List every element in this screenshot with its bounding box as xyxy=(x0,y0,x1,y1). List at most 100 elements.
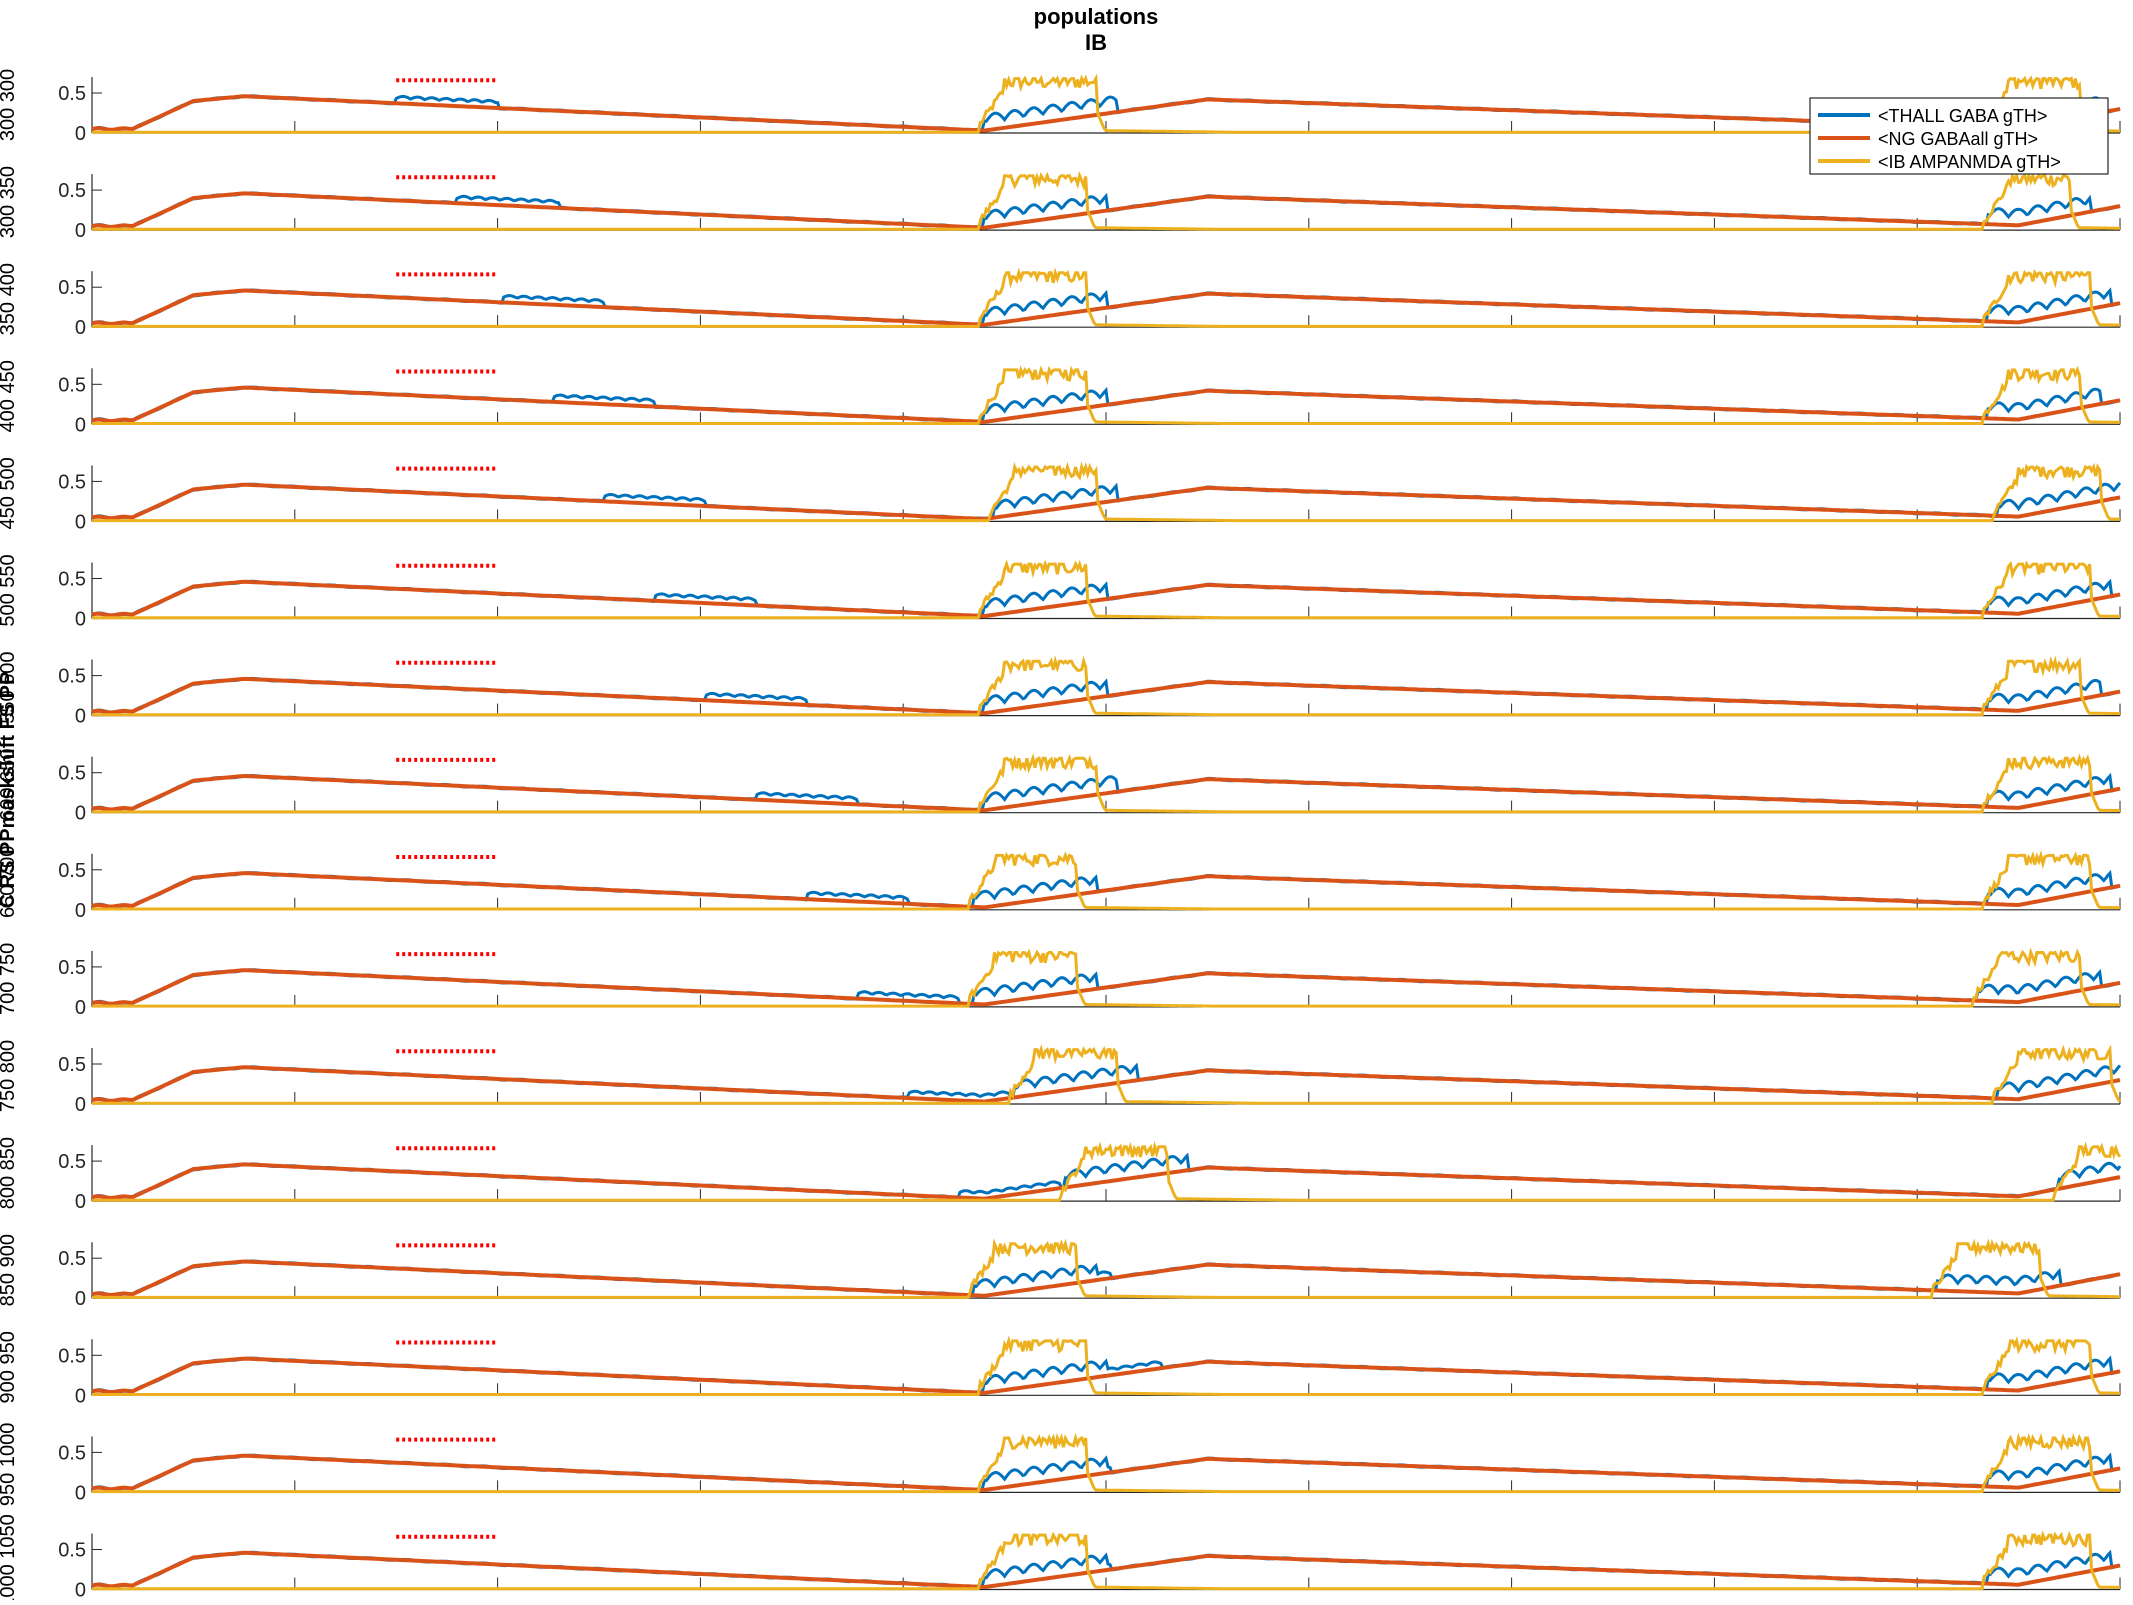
panel-12: 0 0.5 800 850 xyxy=(0,1137,2122,1213)
panel-row-label: 350 400 xyxy=(0,263,19,335)
panel-row-label: 700 750 xyxy=(0,943,19,1015)
y-tick-label: 0.5 xyxy=(58,763,86,785)
panels-group: 0 0.5 300 300 0 0.5 300 350 0 0.5 350 400 0 0.5 400… xyxy=(0,69,2133,1605)
series-line-ib-ampanmda xyxy=(92,1238,2120,1299)
series-line-ng-gabaall xyxy=(91,191,2121,230)
legend-label: <THALL GABA gTH> xyxy=(1878,106,2047,126)
panel-15: 0 0.5 950 1000 xyxy=(0,1423,2121,1506)
y-tick-label: 0 xyxy=(75,997,86,1019)
panel-row-label: 1000 1050 xyxy=(0,1514,19,1600)
panel-14: 0 0.5 900 950 xyxy=(0,1331,2121,1407)
y-tick-label: 0 xyxy=(75,609,86,631)
y-tick-label: 0 xyxy=(75,1094,86,1116)
y-tick-label: 0.5 xyxy=(58,83,86,105)
y-tick-label: 0 xyxy=(75,511,86,533)
panel-row-label: 800 850 xyxy=(0,1137,19,1209)
y-tick-label: 0.5 xyxy=(58,1248,86,1270)
series-line-ng-gabaall xyxy=(91,1065,2121,1104)
panel-5: 0 0.5 450 500 xyxy=(0,457,2122,533)
panel-row-label: 550 600 xyxy=(0,651,19,723)
y-tick-label: 0 xyxy=(75,123,86,145)
legend: <THALL GABA gTH> <NG GABAall gTH> <IB AMPA… xyxy=(1809,97,2109,175)
panel-2: 0 0.5 300 350 xyxy=(0,166,2121,242)
series-line-ib-ampanmda xyxy=(92,73,2120,134)
series-line-ib-ampanmda xyxy=(92,655,2120,717)
legend-label: <NG GABAall gTH> xyxy=(1878,129,2038,149)
series-line-ib-ampanmda xyxy=(92,461,2120,523)
y-tick-label: 0 xyxy=(75,1385,86,1407)
series-line-ib-ampanmda xyxy=(92,1432,2121,1494)
chart-title-line2: IB xyxy=(1085,30,1107,55)
y-tick-label: 0.5 xyxy=(58,1540,86,1562)
y-tick-label: 0 xyxy=(75,414,86,436)
y-tick-label: 0.5 xyxy=(58,374,86,396)
panel-4: 0 0.5 400 450 xyxy=(0,360,2121,436)
series-line-ng-gabaall xyxy=(91,871,2121,910)
panel-row-label: 850 900 xyxy=(0,1234,19,1306)
y-tick-label: 0 xyxy=(75,1482,86,1504)
y-tick-label: 0.5 xyxy=(58,666,86,688)
y-tick-label: 0.5 xyxy=(58,1054,86,1076)
panel-1: 0 0.5 300 300 xyxy=(0,69,2121,145)
y-tick-label: 0 xyxy=(75,706,86,728)
panel-row-label: 450 500 xyxy=(0,457,19,529)
panel-13: 0 0.5 850 900 xyxy=(0,1234,2121,1310)
y-tick-label: 0 xyxy=(75,803,86,825)
series-line-ib-ampanmda xyxy=(92,1530,2121,1591)
series-line-ib-ampanmda xyxy=(92,267,2121,328)
y-tick-label: 0 xyxy=(75,220,86,242)
series-line-ng-gabaall xyxy=(91,1162,2121,1201)
left-overlapping-ylabel: C RS PPmaskshift FS PP xyxy=(0,672,19,909)
chart-title-line1: populations xyxy=(1034,4,1159,29)
y-tick-label: 0.5 xyxy=(58,1345,86,1367)
series-line-ib-ampanmda xyxy=(92,365,2120,425)
series-line-ib-ampanmda xyxy=(92,559,2121,620)
series-line-ng-gabaall xyxy=(91,676,2121,716)
panel-6: 0 0.5 500 550 xyxy=(0,554,2121,631)
y-tick-label: 0 xyxy=(75,1580,86,1601)
y-tick-label: 0.5 xyxy=(58,1442,86,1464)
series-line-ng-gabaall xyxy=(91,579,2121,619)
series-line-ng-gabaall xyxy=(91,1550,2121,1590)
y-tick-label: 0.5 xyxy=(58,1151,86,1173)
panel-row-label: 950 1000 xyxy=(0,1423,19,1506)
panel-10: 0 0.5 700 750 xyxy=(0,943,2121,1019)
panel-row-label: 300 300 xyxy=(0,69,19,141)
series-line-ib-ampanmda xyxy=(92,1140,2122,1202)
y-tick-label: 0 xyxy=(75,900,86,922)
y-tick-label: 0.5 xyxy=(58,180,86,202)
series-line-ib-ampanmda xyxy=(92,1335,2121,1396)
series-line-ib-ampanmda xyxy=(92,752,2121,814)
panel-11: 0 0.5 750 800 xyxy=(0,1040,2122,1116)
y-tick-label: 0 xyxy=(75,317,86,339)
y-tick-label: 0.5 xyxy=(58,471,86,493)
y-tick-label: 0.5 xyxy=(58,860,86,882)
series-line-ng-gabaall xyxy=(91,773,2121,813)
series-line-ng-gabaall xyxy=(91,1259,2121,1298)
panel-row-label: 300 350 xyxy=(0,166,19,238)
panel-row-label: 750 800 xyxy=(0,1040,19,1112)
y-tick-label: 0.5 xyxy=(58,277,86,299)
series-line-ng-gabaall xyxy=(91,385,2121,424)
y-tick-label: 0 xyxy=(75,1191,86,1213)
panel-row-label: 650 700 xyxy=(0,846,19,918)
series-line-ib-ampanmda xyxy=(92,947,2120,1008)
series-line-ib-ampanmda xyxy=(92,170,2120,231)
series-line-ib-ampanmda xyxy=(92,850,2121,911)
series-line-ng-gabaall xyxy=(91,1453,2121,1493)
panel-7: 0 0.5 550 600 xyxy=(0,651,2121,728)
y-tick-label: 0 xyxy=(75,1288,86,1310)
panel-row-label: 500 550 xyxy=(0,554,19,626)
panel-9: 0 0.5 650 700 xyxy=(0,846,2121,922)
panel-16: 00.51000 1050020040060080010001200140016… xyxy=(0,1514,2133,1605)
panel-row-label: 400 450 xyxy=(0,360,19,432)
y-tick-label: 0.5 xyxy=(58,569,86,591)
panel-8: 0 0.5 600 650 xyxy=(0,749,2121,825)
y-tick-label: 0.5 xyxy=(58,957,86,979)
series-line-ng-gabaall xyxy=(91,968,2121,1007)
legend-label: <IB AMPANMDA gTH> xyxy=(1878,152,2061,172)
panel-row-label: 600 650 xyxy=(0,749,19,821)
series-line-ib-ampanmda xyxy=(92,1044,2122,1105)
